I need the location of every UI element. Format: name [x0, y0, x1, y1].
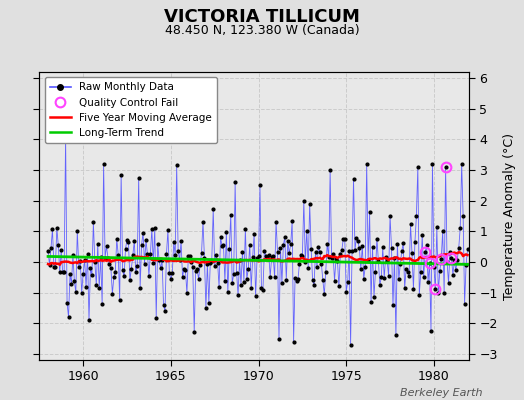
Text: Berkeley Earth: Berkeley Earth	[400, 388, 482, 398]
Legend: Raw Monthly Data, Quality Control Fail, Five Year Moving Average, Long-Term Tren: Raw Monthly Data, Quality Control Fail, …	[45, 77, 217, 143]
Text: VICTORIA TILLICUM: VICTORIA TILLICUM	[164, 8, 360, 26]
Y-axis label: Temperature Anomaly (°C): Temperature Anomaly (°C)	[504, 132, 516, 300]
Text: 48.450 N, 123.380 W (Canada): 48.450 N, 123.380 W (Canada)	[165, 24, 359, 37]
